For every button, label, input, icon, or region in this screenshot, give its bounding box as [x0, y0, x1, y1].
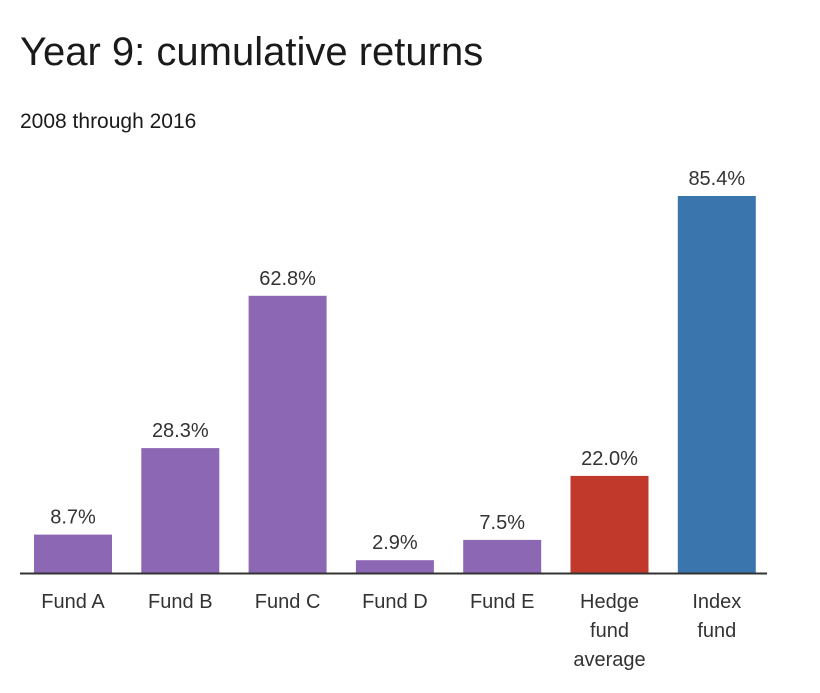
- category-label-line: Fund C: [255, 591, 321, 613]
- category-label-line: average: [573, 649, 645, 671]
- value-label-0: 8.7%: [50, 507, 96, 529]
- bar-3: [355, 560, 434, 573]
- category-label-2: Fund C: [255, 591, 321, 613]
- bar-5: [570, 475, 649, 573]
- bar-4: [463, 539, 542, 573]
- value-label-4: 7.5%: [479, 512, 525, 534]
- value-label-2: 62.8%: [259, 268, 316, 290]
- bar-1: [141, 448, 220, 573]
- bar-6: [677, 196, 756, 573]
- value-label-1: 28.3%: [152, 420, 209, 442]
- bar-0: [34, 534, 112, 573]
- value-label-3: 2.9%: [372, 532, 418, 554]
- category-label-line: fund: [697, 620, 736, 642]
- chart-title: Year 9: cumulative returns: [20, 30, 484, 74]
- category-label-4: Fund E: [470, 591, 534, 613]
- category-label-3: Fund D: [362, 591, 428, 613]
- value-labels-layer: 8.7% 28.3% 62.8% 2.9% 7.5% 22.0% 85.4%: [50, 168, 745, 554]
- bar-2: [248, 295, 327, 573]
- value-label-6: 85.4%: [688, 168, 745, 190]
- category-label-line: Hedge: [580, 591, 639, 613]
- category-labels-layer: Fund A Fund B Fund C Fund D Fund E Hedge fund a…: [41, 591, 741, 671]
- category-label-0: Fund A: [41, 591, 105, 613]
- category-label-line: Fund B: [148, 591, 212, 613]
- category-label-line: Fund E: [470, 591, 534, 613]
- category-label-5: Hedge fund average: [573, 591, 645, 671]
- category-label-line: Fund D: [362, 591, 428, 613]
- category-label-line: fund: [590, 620, 629, 642]
- chart-subtitle: 2008 through 2016: [20, 110, 197, 133]
- category-label-1: Fund B: [148, 591, 212, 613]
- category-label-6: Index fund: [692, 591, 741, 642]
- bars-layer: [34, 196, 756, 573]
- value-label-5: 22.0%: [581, 448, 638, 470]
- category-label-line: Fund A: [41, 591, 105, 613]
- category-label-line: Index: [692, 591, 741, 613]
